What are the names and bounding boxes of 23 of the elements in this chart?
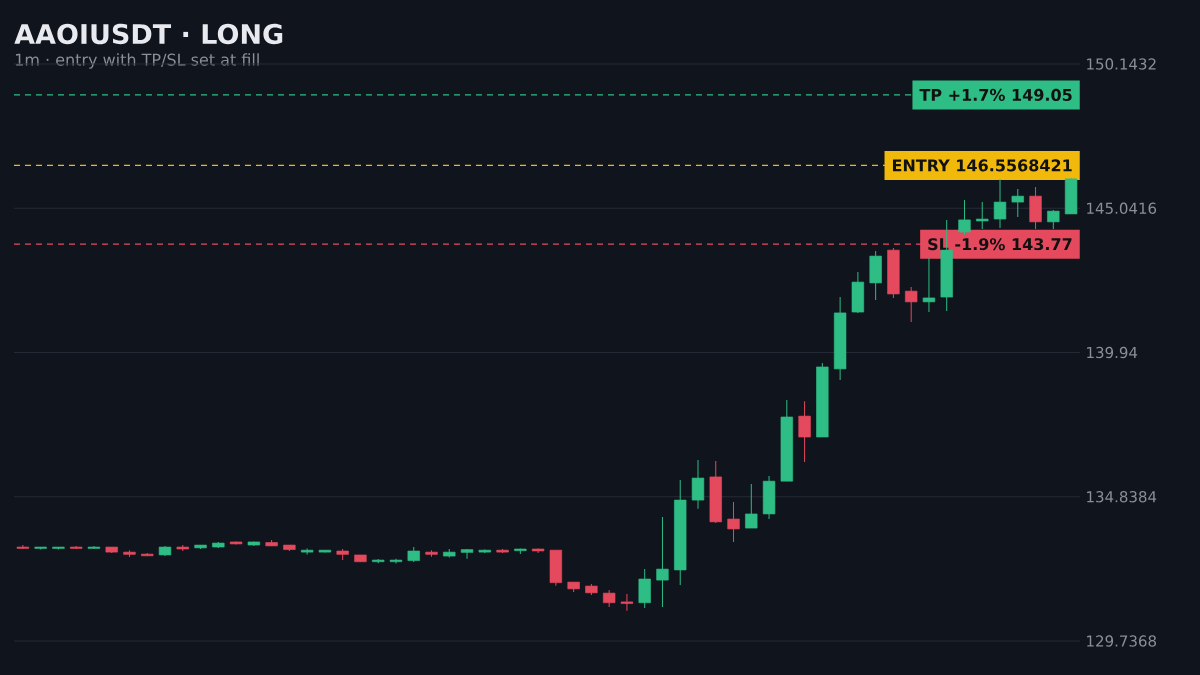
candlestick (727, 501, 740, 543)
y-tick-label: 150.1432 (1087, 58, 1156, 70)
candlestick (976, 201, 989, 230)
ref-line-label: ENTRY 146.5568421 (892, 159, 1072, 172)
y-tick-label: 139.94 (1087, 346, 1138, 359)
candlestick (638, 568, 651, 609)
candlestick (460, 548, 474, 560)
y-tick-label: 145.0416 (1087, 202, 1157, 214)
candlestick (958, 199, 971, 236)
candlestick (798, 400, 811, 463)
y-tick-label: 129.7368 (1087, 635, 1157, 647)
candlestick (1011, 188, 1024, 218)
chart-subtitle: 1m · entry with TP/SL set at fill (15, 53, 259, 69)
ref-line-label: TP +1.7% 149.05 (919, 88, 1072, 101)
y-tick-label: 134.8384 (1087, 491, 1157, 503)
candlestick (691, 459, 705, 510)
candlestick (905, 286, 918, 323)
candlestick (620, 593, 634, 612)
candlestick (993, 178, 1007, 229)
chart-title: AAOIUSDT · LONG (14, 23, 283, 45)
candlestick (656, 516, 669, 608)
candlestick (922, 257, 936, 313)
candlestick (745, 483, 758, 529)
